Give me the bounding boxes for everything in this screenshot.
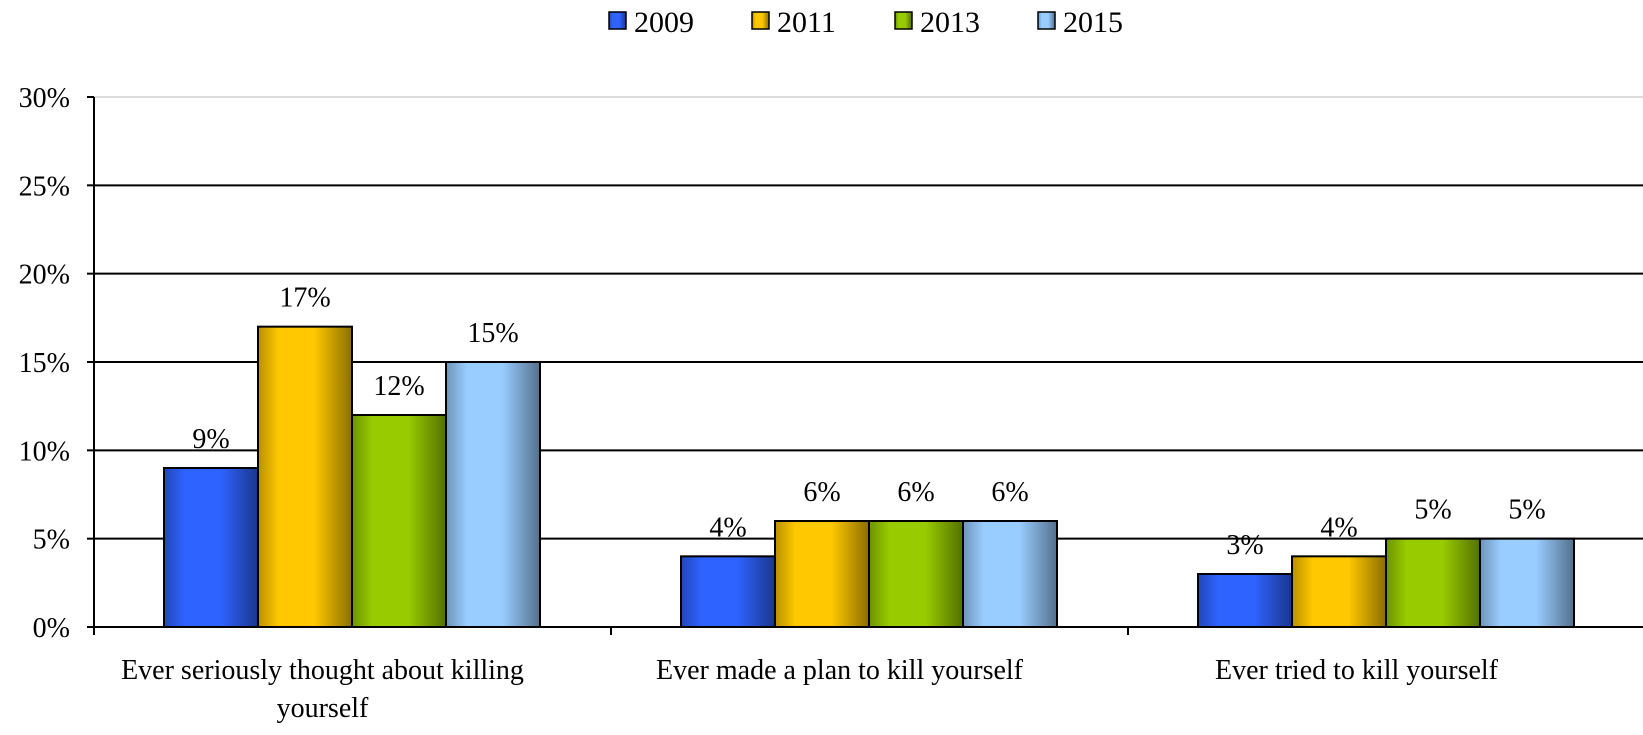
legend-label: 2015 xyxy=(1063,6,1123,39)
bar-2013 xyxy=(351,414,447,628)
data-labels: 9% 17% 12% 15% 4% 6% 6% 6% 3% 4% 5% 5% xyxy=(192,283,1545,561)
y-tick-label: 15% xyxy=(19,348,70,379)
legend-swatch-2015 xyxy=(1037,11,1056,30)
bar-2015 xyxy=(962,520,1058,628)
bar-2015 xyxy=(1479,537,1575,629)
data-label: 3% xyxy=(1226,530,1263,561)
data-label: 6% xyxy=(803,477,840,508)
bars xyxy=(163,325,1575,629)
bar-2013 xyxy=(1385,537,1481,629)
y-tick-label: 5% xyxy=(33,525,70,556)
y-tick-label: 20% xyxy=(19,260,70,291)
legend-swatch-2011 xyxy=(751,11,770,30)
bar-2013 xyxy=(868,520,964,628)
category-label: Ever tried to kill yourself xyxy=(1215,655,1499,686)
legend-swatch-2013 xyxy=(894,11,913,30)
data-label: 4% xyxy=(1320,512,1357,543)
y-tick-label: 30% xyxy=(19,83,70,114)
data-label: 6% xyxy=(991,477,1028,508)
legend: 2009 2011 2013 2015 xyxy=(608,6,1123,39)
bar-2009 xyxy=(680,555,776,628)
legend-label: 2011 xyxy=(777,6,836,39)
data-label: 17% xyxy=(279,283,330,314)
data-label: 5% xyxy=(1414,495,1451,526)
bar-2011 xyxy=(774,520,870,628)
axes: 0% 5% 10% 15% 20% 25% 30% Ever seriously though… xyxy=(19,83,1643,724)
bar-2015 xyxy=(445,361,541,628)
data-label: 5% xyxy=(1508,495,1545,526)
data-label: 6% xyxy=(897,477,934,508)
y-tick-label: 10% xyxy=(19,436,70,467)
category-label: Ever seriously thought about killing your… xyxy=(121,655,524,724)
data-label: 9% xyxy=(192,424,229,455)
bar-2011 xyxy=(257,325,353,628)
category-label: Ever made a plan to kill yourself xyxy=(656,655,1024,686)
legend-label: 2009 xyxy=(634,6,694,39)
legend-swatch-2009 xyxy=(608,11,627,30)
legend-label: 2013 xyxy=(920,6,980,39)
data-label: 12% xyxy=(373,371,424,402)
y-tick-label: 25% xyxy=(19,171,70,202)
y-tick-label: 0% xyxy=(33,613,70,644)
data-label: 15% xyxy=(467,318,518,349)
bar-2011 xyxy=(1291,555,1387,628)
bar-2009 xyxy=(163,467,259,628)
bar-2009 xyxy=(1197,573,1293,628)
data-label: 4% xyxy=(709,512,746,543)
